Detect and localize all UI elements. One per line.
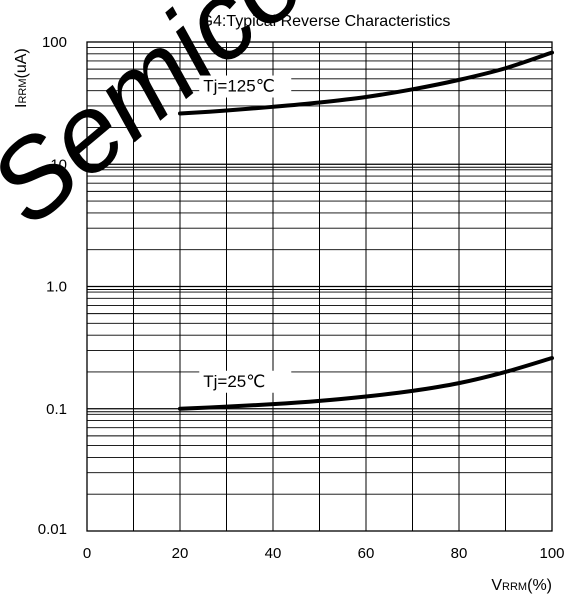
x-tick-label: 100	[539, 545, 564, 562]
chart-title: G4:Typical Reverse Characteristics	[201, 13, 451, 30]
plot-area-border	[86, 41, 553, 532]
series-label-tj-25: Tj=25℃	[203, 372, 265, 391]
series-line-tj-25	[178, 356, 554, 411]
x-tick-label: 60	[358, 545, 375, 562]
x-tick-label: 80	[451, 545, 468, 562]
y-tick-label: 0.01	[38, 521, 67, 538]
y-axis-label: IRRM(uA)	[13, 48, 30, 108]
series-label-tj-125: Tj=125℃	[203, 77, 275, 96]
y-tick-label: 1.0	[46, 279, 67, 296]
y-tick-label: 100	[42, 34, 67, 51]
y-tick-label: 0.1	[46, 401, 67, 418]
x-tick-label: 40	[265, 545, 282, 562]
series-label-background	[199, 75, 292, 98]
labels: VRRM(%) IRRM(uA)	[13, 48, 552, 594]
y-tick-label: 10	[50, 156, 67, 173]
x-tick-label: 0	[83, 545, 91, 562]
tick-labels: 0 20 40 60 80 100 0.01 0.1 1.0 10 100	[38, 34, 565, 562]
x-tick-label: 20	[172, 545, 189, 562]
series-line-tj-125	[178, 50, 554, 116]
x-axis-label: VRRM(%)	[491, 577, 552, 594]
plot-frame	[86, 41, 553, 532]
series-label-background	[199, 370, 292, 393]
series-group: Tj=125℃ Tj=25℃	[178, 50, 554, 411]
grid	[87, 42, 552, 531]
